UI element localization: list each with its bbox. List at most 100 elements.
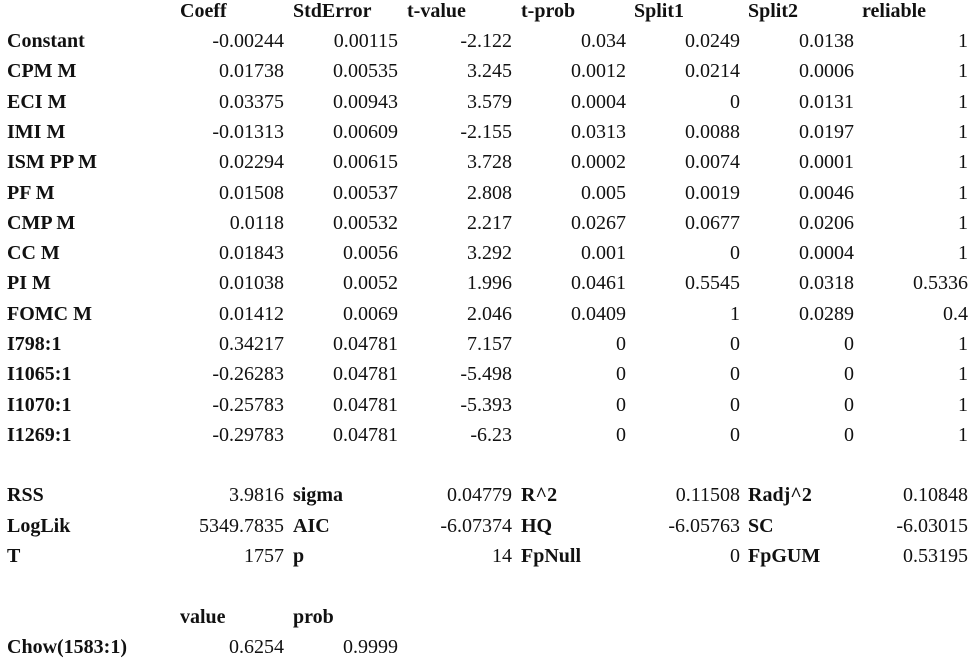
stat-value: 0.53195 — [903, 545, 968, 567]
row-label: ECI M — [7, 90, 67, 113]
table-cell: -5.498 — [460, 363, 512, 386]
table-cell: -2.122 — [460, 30, 512, 52]
stat-value: 1757 — [244, 545, 284, 567]
stat-label: SC — [748, 514, 774, 537]
table-cell: 0 — [616, 393, 626, 416]
stat-label: AIC — [293, 514, 330, 537]
table-cell: 0.0118 — [229, 211, 284, 234]
table-cell: 7.157 — [467, 333, 512, 355]
table-cell: 0 — [844, 363, 854, 386]
stat-value: 0 — [730, 545, 740, 567]
table-cell: 0.4 — [943, 302, 968, 325]
row-label: Constant — [7, 30, 85, 52]
table-cell: 0 — [616, 423, 626, 446]
row-label: PF M — [7, 181, 55, 204]
table-cell: 1 — [958, 30, 968, 52]
chow-label: Chow(1583:1) — [7, 636, 127, 658]
table-cell: 0 — [730, 333, 740, 355]
stat-label: LogLik — [7, 514, 71, 537]
table-cell: 0.001 — [581, 242, 626, 265]
table-cell: 0.0006 — [799, 60, 854, 83]
row-label: CMP M — [7, 211, 76, 234]
column-header: t-prob — [521, 0, 576, 22]
stat-label: Radj^2 — [748, 484, 812, 506]
row-label: I1269:1 — [7, 423, 72, 446]
table-cell: 0 — [730, 363, 740, 386]
chow-value: 0.6254 — [229, 636, 284, 658]
row-label: CC M — [7, 242, 60, 265]
stat-value: 14 — [492, 545, 512, 567]
table-cell: 0.0214 — [685, 60, 740, 83]
stat-label: R^2 — [521, 484, 558, 506]
table-cell: 0.0002 — [571, 151, 626, 174]
column-header: StdError — [293, 0, 372, 22]
table-cell: -5.393 — [460, 393, 512, 416]
table-cell: -0.25783 — [212, 393, 284, 416]
row-label: I1070:1 — [7, 393, 72, 416]
table-cell: 0.0267 — [571, 211, 626, 234]
table-cell: 0.0019 — [685, 181, 740, 204]
table-cell: 0.00943 — [333, 90, 398, 113]
table-cell: 0.5545 — [685, 272, 740, 295]
table-cell: 1.996 — [467, 272, 512, 295]
row-label: CPM M — [7, 60, 77, 83]
table-cell: -6.23 — [470, 423, 512, 446]
table-cell: 0.5336 — [913, 272, 968, 295]
column-header: reliable — [862, 0, 927, 22]
table-cell: 0.00609 — [333, 120, 398, 143]
table-cell: 1 — [958, 60, 968, 83]
stat-value: -6.07374 — [440, 514, 512, 537]
table-cell: 1 — [958, 211, 968, 234]
table-cell: 0 — [730, 393, 740, 416]
table-cell: 0.0088 — [685, 120, 740, 143]
table-cell: 0.00535 — [333, 60, 398, 83]
table-cell: 0.0249 — [685, 30, 740, 52]
table-cell: 0.0069 — [343, 302, 398, 325]
table-cell: 0.04781 — [333, 393, 398, 416]
stat-value: -6.05763 — [668, 514, 740, 537]
table-cell: 0.0289 — [799, 302, 854, 325]
chow-header: prob — [293, 606, 334, 628]
stat-value: 5349.7835 — [199, 514, 284, 537]
table-cell: 1 — [958, 120, 968, 143]
table-cell: 0.00115 — [333, 30, 398, 52]
table-cell: 0 — [730, 242, 740, 265]
chow-prob: 0.9999 — [343, 636, 398, 658]
table-cell: -2.155 — [460, 120, 512, 143]
table-cell: -0.26283 — [212, 363, 284, 386]
table-cell: 0.0004 — [799, 242, 854, 265]
row-label: ISM PP M — [7, 151, 97, 174]
table-cell: 2.046 — [467, 302, 512, 325]
table-cell: 0 — [844, 423, 854, 446]
table-cell: 1 — [730, 302, 740, 325]
table-cell: 1 — [958, 363, 968, 386]
table-cell: -0.01313 — [212, 120, 284, 143]
stat-value: 0.10848 — [903, 484, 968, 506]
stat-label: RSS — [7, 484, 44, 506]
column-header: Coeff — [180, 0, 227, 22]
table-cell: 0.01738 — [219, 60, 284, 83]
column-header: t-value — [407, 0, 466, 22]
table-cell: 1 — [958, 333, 968, 355]
table-cell: 0.00537 — [333, 181, 398, 204]
table-cell: 1 — [958, 90, 968, 113]
table-cell: 0.0012 — [571, 60, 626, 83]
table-cell: 0.04781 — [333, 333, 398, 355]
table-cell: 0.0074 — [685, 151, 740, 174]
stat-value: -6.03015 — [896, 514, 968, 537]
table-cell: 0.04781 — [333, 363, 398, 386]
table-cell: 0.0004 — [571, 90, 626, 113]
stat-label: T — [7, 545, 21, 567]
table-cell: 0.0197 — [799, 120, 854, 143]
table-cell: 3.579 — [467, 90, 512, 113]
table-cell: 0.0206 — [799, 211, 854, 234]
table-cell: 1 — [958, 242, 968, 265]
table-cell: 0.0677 — [685, 211, 740, 234]
table-cell: 0.0318 — [799, 272, 854, 295]
table-cell: 0.01508 — [219, 181, 284, 204]
table-cell: 0.02294 — [219, 151, 284, 174]
table-cell: 0 — [844, 393, 854, 416]
table-cell: 0.01412 — [219, 302, 284, 325]
stat-label: sigma — [293, 484, 343, 506]
